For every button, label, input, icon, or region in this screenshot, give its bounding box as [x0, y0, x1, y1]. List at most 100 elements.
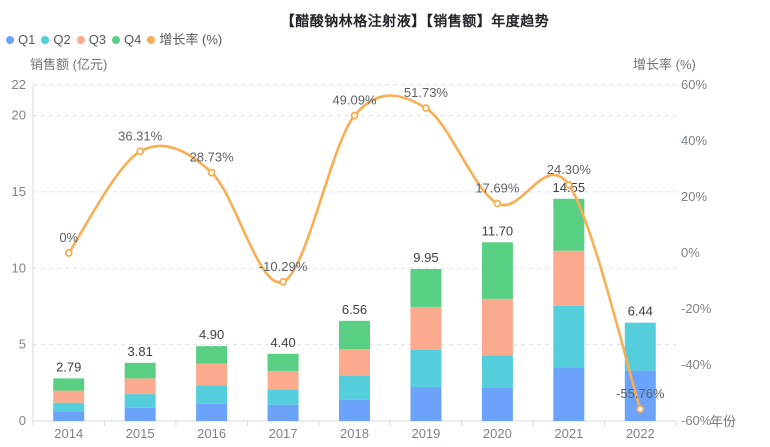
legend-label: Q4 [124, 32, 142, 47]
bar-total-label: 2.79 [56, 359, 81, 374]
bar-segment-q1-2021 [553, 367, 585, 421]
bar-segment-q2-2020 [481, 355, 513, 388]
bar-segment-q3-2016 [196, 363, 228, 386]
legend-dot-icon [112, 36, 121, 44]
y2-axis-tick-label: 0% [681, 245, 700, 260]
growth-point-marker [207, 168, 216, 177]
growth-point-marker [350, 111, 359, 120]
bar-segment-q1-2017 [267, 404, 299, 421]
legend-label: Q3 [88, 32, 107, 47]
bar-segment-q3-2015 [124, 378, 156, 395]
bar-segment-q4-2018 [339, 320, 370, 350]
bar-segment-q4-2015 [124, 362, 156, 379]
bar-segment-q4-2019 [410, 269, 442, 307]
growth-point-label: -10.29% [259, 259, 308, 274]
legend-item-q4[interactable]: Q4 [112, 33, 141, 47]
right-axis-title: 增长率 (%) [633, 57, 696, 72]
y2-axis-tick-label: 40% [681, 133, 707, 148]
growth-point-label: 51.73% [404, 85, 449, 100]
growth-point-marker [636, 405, 645, 414]
x-axis-tick-label: 2020 [483, 426, 512, 441]
y2-axis-tick-label: 20% [681, 189, 707, 204]
legend: Q1 Q2 Q3 Q4 增长率 (%) [6, 33, 222, 47]
bar-segment-q2-2016 [196, 385, 228, 404]
bar-segment-q1-2020 [481, 387, 513, 421]
bar-segment-q2-2021 [553, 305, 585, 368]
bar-segment-q3-2020 [481, 298, 513, 356]
y-axis-tick-label: 15 [12, 184, 26, 199]
bar-segment-q4-2014 [53, 378, 85, 391]
bar-segment-q3-2021 [553, 250, 585, 306]
bar-total-label: 4.90 [199, 327, 224, 342]
bar-segment-q1-2015 [124, 407, 156, 421]
growth-point-marker [64, 249, 73, 257]
y2-axis-tick-label: -60% [681, 413, 712, 428]
bar-total-label: 11.70 [482, 223, 514, 238]
legend-dot-icon [147, 36, 156, 44]
y2-axis-tick-label: 60% [681, 77, 707, 92]
bar-segment-q3-2017 [267, 370, 299, 390]
bar-segment-q2-2017 [267, 389, 299, 405]
legend-item-q1[interactable]: Q1 [6, 33, 35, 47]
legend-dot-icon [6, 36, 14, 44]
bar-segment-q3-2018 [339, 349, 370, 376]
growth-point-marker [279, 277, 287, 286]
bar-segment-q2-2018 [339, 375, 370, 400]
bar-segment-q3-2014 [53, 390, 85, 403]
y-axis-tick-label: 10 [12, 260, 26, 275]
y-axis-tick-label: 0 [19, 413, 26, 428]
bar-segment-q3-2019 [410, 306, 442, 350]
growth-point-label: 24.30% [547, 162, 592, 177]
legend-item-q2[interactable]: Q2 [41, 32, 71, 47]
legend-label: Q1 [18, 32, 36, 47]
growth-point-label: 36.31% [118, 128, 163, 143]
left-axis-title: 销售额 (亿元) [30, 57, 108, 72]
x-axis-tick-label: 2017 [269, 426, 298, 441]
bar-segment-q4-2017 [267, 353, 299, 371]
legend-item-growth-rate[interactable]: 增长率 (%) [147, 33, 222, 47]
x-axis-tick-label: 2015 [126, 426, 155, 441]
chart-title: 【醋酸钠林格注射液】【销售额】年度趋势 [280, 13, 550, 29]
growth-point-label: 17.69% [475, 180, 520, 195]
bar-total-label: 4.40 [270, 335, 295, 350]
growth-point-label: -55.76% [616, 386, 665, 401]
x-axis-tick-label: 2016 [197, 426, 226, 441]
bar-segment-q1-2018 [339, 399, 370, 421]
growth-point-label: 0% [59, 230, 78, 245]
legend-item-q3[interactable]: Q3 [76, 32, 107, 47]
bar-segment-q1-2016 [196, 403, 228, 421]
legend-label: Q2 [53, 32, 71, 47]
x-axis-tick-label: 2014 [54, 426, 83, 441]
bar-segment-q2-2022 [624, 322, 656, 371]
bar-segment-q2-2019 [410, 349, 442, 388]
bar-segment-q4-2016 [196, 346, 228, 364]
y-axis-tick-label: 20 [12, 108, 26, 123]
legend-dot-icon [41, 36, 50, 44]
bar-total-label: 6.56 [342, 302, 367, 317]
bar-segment-q1-2014 [53, 411, 85, 421]
bar-total-label: 3.81 [128, 344, 153, 359]
growth-point-marker [136, 147, 145, 156]
x-axis-tick-label: 2019 [411, 426, 440, 441]
growth-point-label: 28.73% [190, 150, 235, 165]
x-axis-title: 年份 [710, 414, 737, 429]
bar-segment-q2-2014 [53, 402, 85, 412]
bar-segment-q2-2015 [124, 394, 156, 408]
y2-axis-tick-label: -40% [681, 357, 712, 372]
growth-point-marker [564, 181, 573, 189]
bar-total-label: 6.44 [628, 304, 653, 319]
growth-point-marker [493, 199, 502, 208]
growth-point-marker [422, 104, 430, 113]
bar-segment-q1-2019 [410, 387, 442, 421]
y2-axis-tick-label: -20% [681, 301, 712, 316]
legend-label: 增长率 (%) [159, 32, 223, 47]
y-axis-tick-label: 22 [12, 77, 26, 92]
bar-segment-q4-2020 [481, 242, 513, 299]
x-axis-tick-label: 2021 [554, 426, 583, 441]
y-axis-tick-label: 5 [19, 337, 26, 352]
growth-point-label: 49.09% [332, 93, 377, 108]
x-axis-tick-label: 2022 [626, 426, 655, 441]
x-axis-tick-label: 2018 [340, 426, 369, 441]
